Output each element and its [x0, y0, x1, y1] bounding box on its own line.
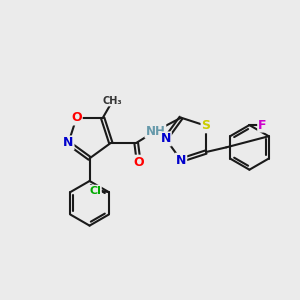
Text: CH₃: CH₃ — [103, 96, 123, 106]
Text: N: N — [160, 132, 171, 146]
Text: O: O — [134, 156, 144, 169]
Text: N: N — [63, 136, 74, 149]
Text: S: S — [202, 119, 211, 132]
Text: N: N — [176, 154, 186, 166]
Text: O: O — [71, 112, 82, 124]
Text: NH: NH — [146, 125, 165, 138]
Text: F: F — [258, 118, 267, 132]
Text: Cl: Cl — [89, 186, 101, 196]
